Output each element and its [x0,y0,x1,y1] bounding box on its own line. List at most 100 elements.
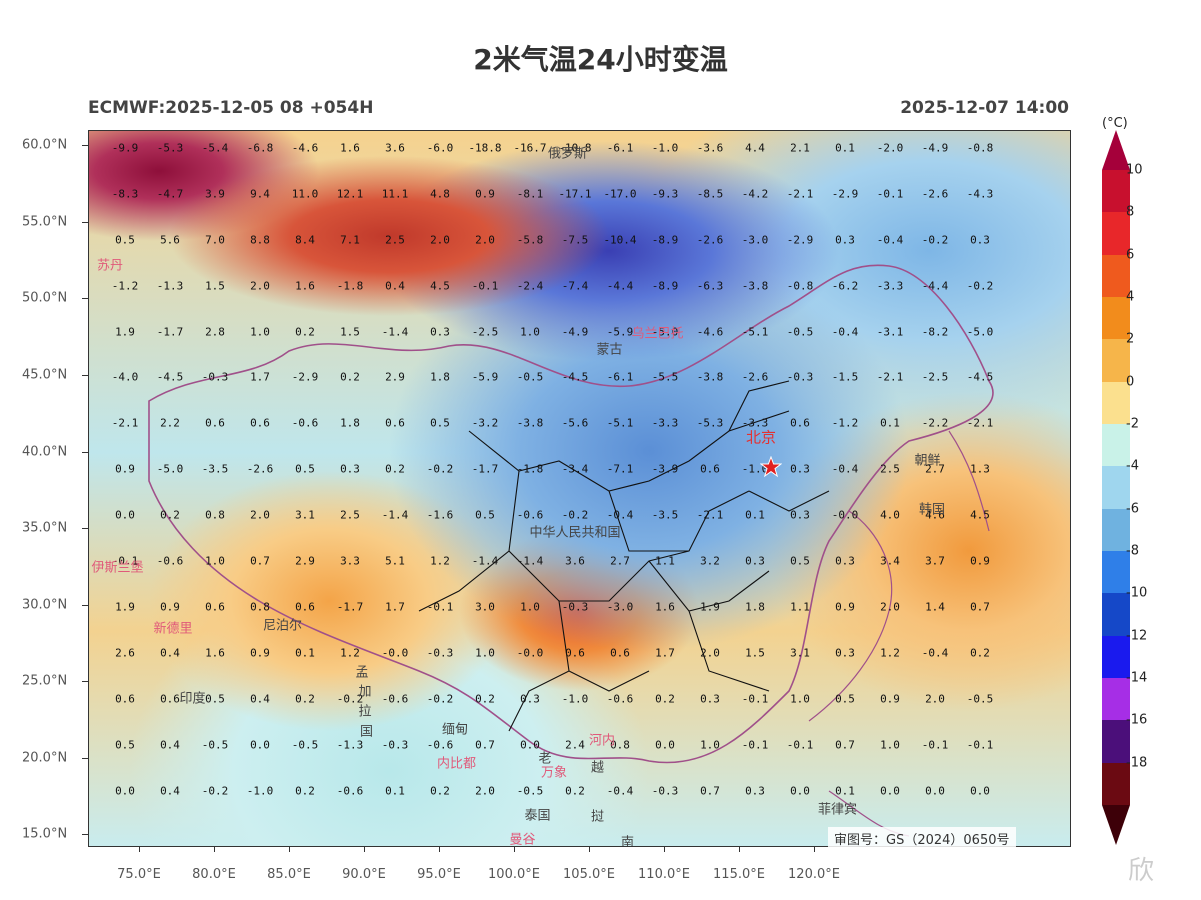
grid-value-label: -0.8 [786,279,814,293]
grid-value-label: -0.0 [516,646,544,660]
legend-level-label: 0 [1126,374,1135,390]
longitude-tick [214,846,215,852]
coastline [808,430,990,837]
grid-value-label: -2.6 [696,233,724,247]
grid-value-label: -5.6 [561,416,589,430]
grid-value-label: 0.0 [115,784,135,798]
grid-value-label: -4.4 [606,279,634,293]
grid-value-label: -3.3 [651,416,679,430]
grid-value-label: 1.6 [340,141,360,155]
color-legend [1102,130,1130,845]
grid-value-label: 0.5 [835,692,855,706]
grid-value-label: 0.2 [970,646,990,660]
grid-value-label: 1.6 [205,646,225,660]
grid-value-label: 3.6 [565,554,585,568]
grid-value-label: 0.3 [745,554,765,568]
grid-value-label: 1.0 [520,600,540,614]
grid-value-label: -17.0 [603,187,637,201]
grid-value-label: -4.9 [561,325,589,339]
grid-value-label: -4.5 [966,370,994,384]
grid-value-label: 12.1 [336,187,364,201]
grid-value-label: -1.2 [831,416,859,430]
grid-value-label: -1.3 [336,738,364,752]
grid-value-label: -0.0 [831,508,859,522]
grid-value-label: 0.9 [475,187,495,201]
grid-value-label: -4.3 [966,187,994,201]
grid-value-label: 1.2 [340,646,360,660]
grid-value-label: 1.6 [655,600,675,614]
grid-value-label: -3.5 [651,508,679,522]
grid-value-label: -2.1 [966,416,994,430]
latitude-tick-label: 45.0°N [22,367,68,383]
grid-value-label: -1.7 [471,462,499,476]
grid-value-label: 0.3 [835,554,855,568]
legend-color-step [1102,762,1130,806]
grid-value-label: -5.8 [516,233,544,247]
legend-top-arrow [1102,130,1130,170]
legend-level-label: -16 [1126,712,1148,728]
longitude-tick-label: 85.0°E [267,867,311,882]
legend-level-label: -10 [1126,585,1148,601]
grid-value-label: -1.3 [156,279,184,293]
grid-value-label: -0.1 [111,554,139,568]
grid-value-label: 0.5 [115,738,135,752]
grid-value-label: 0.2 [475,692,495,706]
grid-value-label: -6.1 [606,370,634,384]
grid-value-label: 0.3 [790,508,810,522]
grid-value-label: -0.6 [516,508,544,522]
grid-value-label: 0.5 [475,508,495,522]
grid-value-label: -1.4 [381,325,409,339]
grid-value-label: 0.7 [700,784,720,798]
longitude-tick [514,846,515,852]
grid-value-label: -3.0 [606,600,634,614]
valid-time-label: 2025-12-07 14:00 [900,98,1069,118]
grid-value-label: 0.8 [610,738,630,752]
longitude-tick [739,846,740,852]
legend-level-label: 8 [1126,204,1135,220]
grid-value-label: 8.4 [295,233,315,247]
grid-value-label: 0.7 [475,738,495,752]
legend-level-label: 6 [1126,247,1135,263]
grid-value-label: 0.5 [790,554,810,568]
latitude-tick [82,681,88,683]
grid-value-label: 0.6 [205,600,225,614]
grid-value-label: 1.7 [655,646,675,660]
grid-value-label: -0.1 [786,738,814,752]
grid-value-label: 0.3 [520,692,540,706]
latitude-tick-label: 35.0°N [22,520,68,536]
grid-value-label: 0.0 [970,784,990,798]
grid-value-label: -0.1 [741,738,769,752]
grid-value-label: -3.3 [741,416,769,430]
grid-value-label: 0.1 [295,646,315,660]
grid-value-label: -0.3 [561,600,589,614]
grid-value-label: 0.0 [925,784,945,798]
grid-value-label: 3.0 [475,600,495,614]
grid-value-label: 2.0 [475,784,495,798]
grid-value-label: 3.6 [385,141,405,155]
latitude-tick [82,145,88,147]
grid-value-label: 0.9 [835,600,855,614]
grid-value-label: 4.5 [970,508,990,522]
legend-color-step [1102,508,1130,552]
grid-value-label: -2.6 [246,462,274,476]
latitude-tick-label: 20.0°N [22,750,68,766]
temperature-change-map[interactable]: -9.9 -5.3 -5.4 -6.8 -4.6 1.6 3.6 -6.0 -18.8 -16.7… [88,130,1071,847]
legend-color-step [1102,424,1130,467]
grid-value-label: 0.3 [745,784,765,798]
grid-value-label: 0.6 [385,416,405,430]
grid-value-label: 0.2 [295,784,315,798]
grid-value-label: -7.5 [561,233,589,247]
legend-level-label: -14 [1126,670,1148,686]
grid-value-label: -8.1 [516,187,544,201]
legend-color-step [1102,720,1130,764]
grid-value-label: -1.4 [471,554,499,568]
latitude-tick-label: 50.0°N [22,290,68,306]
grid-value-label: 0.3 [790,462,810,476]
legend-level-label: -2 [1126,416,1139,432]
grid-value-label: -3.1 [876,325,904,339]
map-approval-number: 审图号：GS（2024）0650号 [828,827,1016,850]
grid-value-label: -5.5 [651,370,679,384]
place-label: 北京 [745,428,777,447]
grid-value-label: -4.5 [561,370,589,384]
legend-color-step [1102,381,1130,425]
